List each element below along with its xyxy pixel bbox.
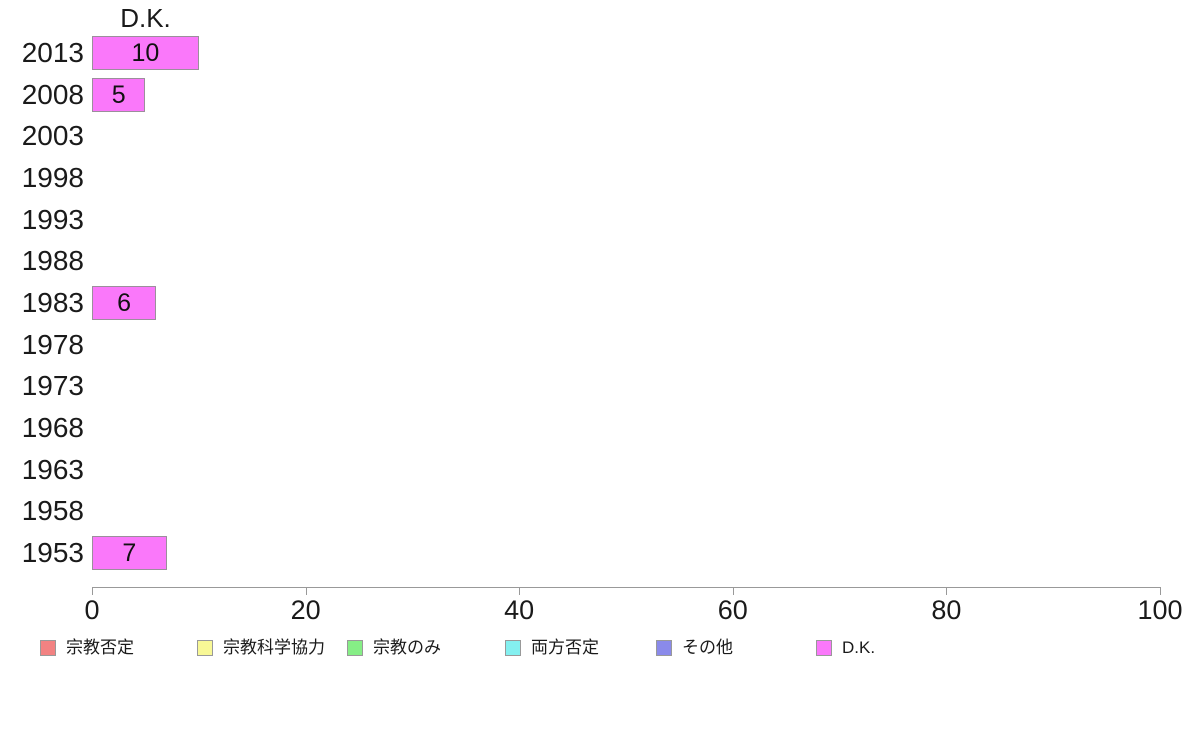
legend-item: 宗教科学協力 [197, 639, 325, 657]
y-axis-label: 2013 [21, 37, 84, 68]
bar [92, 536, 167, 571]
x-axis-tick [946, 587, 948, 595]
legend-label: 宗教否定 [66, 638, 134, 657]
x-axis-tick [519, 587, 521, 595]
y-axis-label: 1973 [21, 370, 84, 402]
y-axis-label: 1953 [21, 537, 84, 569]
bar [92, 36, 199, 70]
legend-swatch [40, 640, 56, 656]
y-axis-label: 1958 [21, 495, 84, 527]
legend-label: 両方否定 [531, 638, 599, 657]
y-axis-label: 1998 [21, 162, 84, 193]
legend-label: D.K. [842, 638, 876, 657]
y-axis-label: 1963 [21, 453, 84, 485]
legend-item: 宗教否定 [40, 639, 134, 657]
legend-swatch [505, 640, 521, 656]
legend-swatch [816, 640, 832, 656]
x-axis-tick [92, 587, 93, 595]
legend-item: 両方否定 [505, 639, 599, 657]
legend-item: その他 [656, 639, 733, 657]
x-axis-tick-label: 40 [504, 595, 535, 625]
legend-label: その他 [682, 638, 733, 657]
x-axis-tick [305, 587, 307, 595]
y-axis-label: 2003 [21, 120, 84, 152]
legend-swatch [197, 640, 213, 656]
bar [92, 286, 157, 321]
x-axis-tick [732, 587, 734, 595]
y-axis-label: 1978 [21, 328, 84, 360]
legend-label: 宗教科学協力 [223, 638, 325, 657]
y-axis-label: 1988 [21, 245, 84, 277]
y-axis-label: 1983 [21, 287, 84, 319]
legend-label: 宗教のみ [373, 638, 441, 657]
y-axis-label: 1968 [21, 412, 84, 444]
y-axis-label: 1993 [21, 203, 84, 235]
bar-value-label: 6 [117, 289, 131, 318]
legend-swatch [656, 640, 672, 656]
y-axis-label: 2008 [21, 78, 84, 110]
chart-title: D.K. [120, 3, 171, 33]
legend-item: 宗教のみ [347, 639, 441, 657]
bar-value-label: 10 [131, 39, 160, 67]
bar [92, 77, 146, 112]
x-axis-tick [1160, 587, 1161, 595]
legend-swatch [347, 640, 363, 656]
x-axis-line [92, 587, 1161, 588]
x-axis-tick-label: 20 [290, 595, 321, 625]
x-axis-tick-label: 60 [717, 595, 748, 625]
x-axis-tick-label: 0 [84, 595, 100, 625]
bar-value-label: 5 [111, 80, 126, 109]
bar-value-label: 7 [122, 539, 137, 568]
legend-item: D.K. [816, 639, 875, 657]
x-axis-tick-label: 100 [1137, 595, 1183, 625]
x-axis-tick-label: 80 [931, 595, 962, 625]
